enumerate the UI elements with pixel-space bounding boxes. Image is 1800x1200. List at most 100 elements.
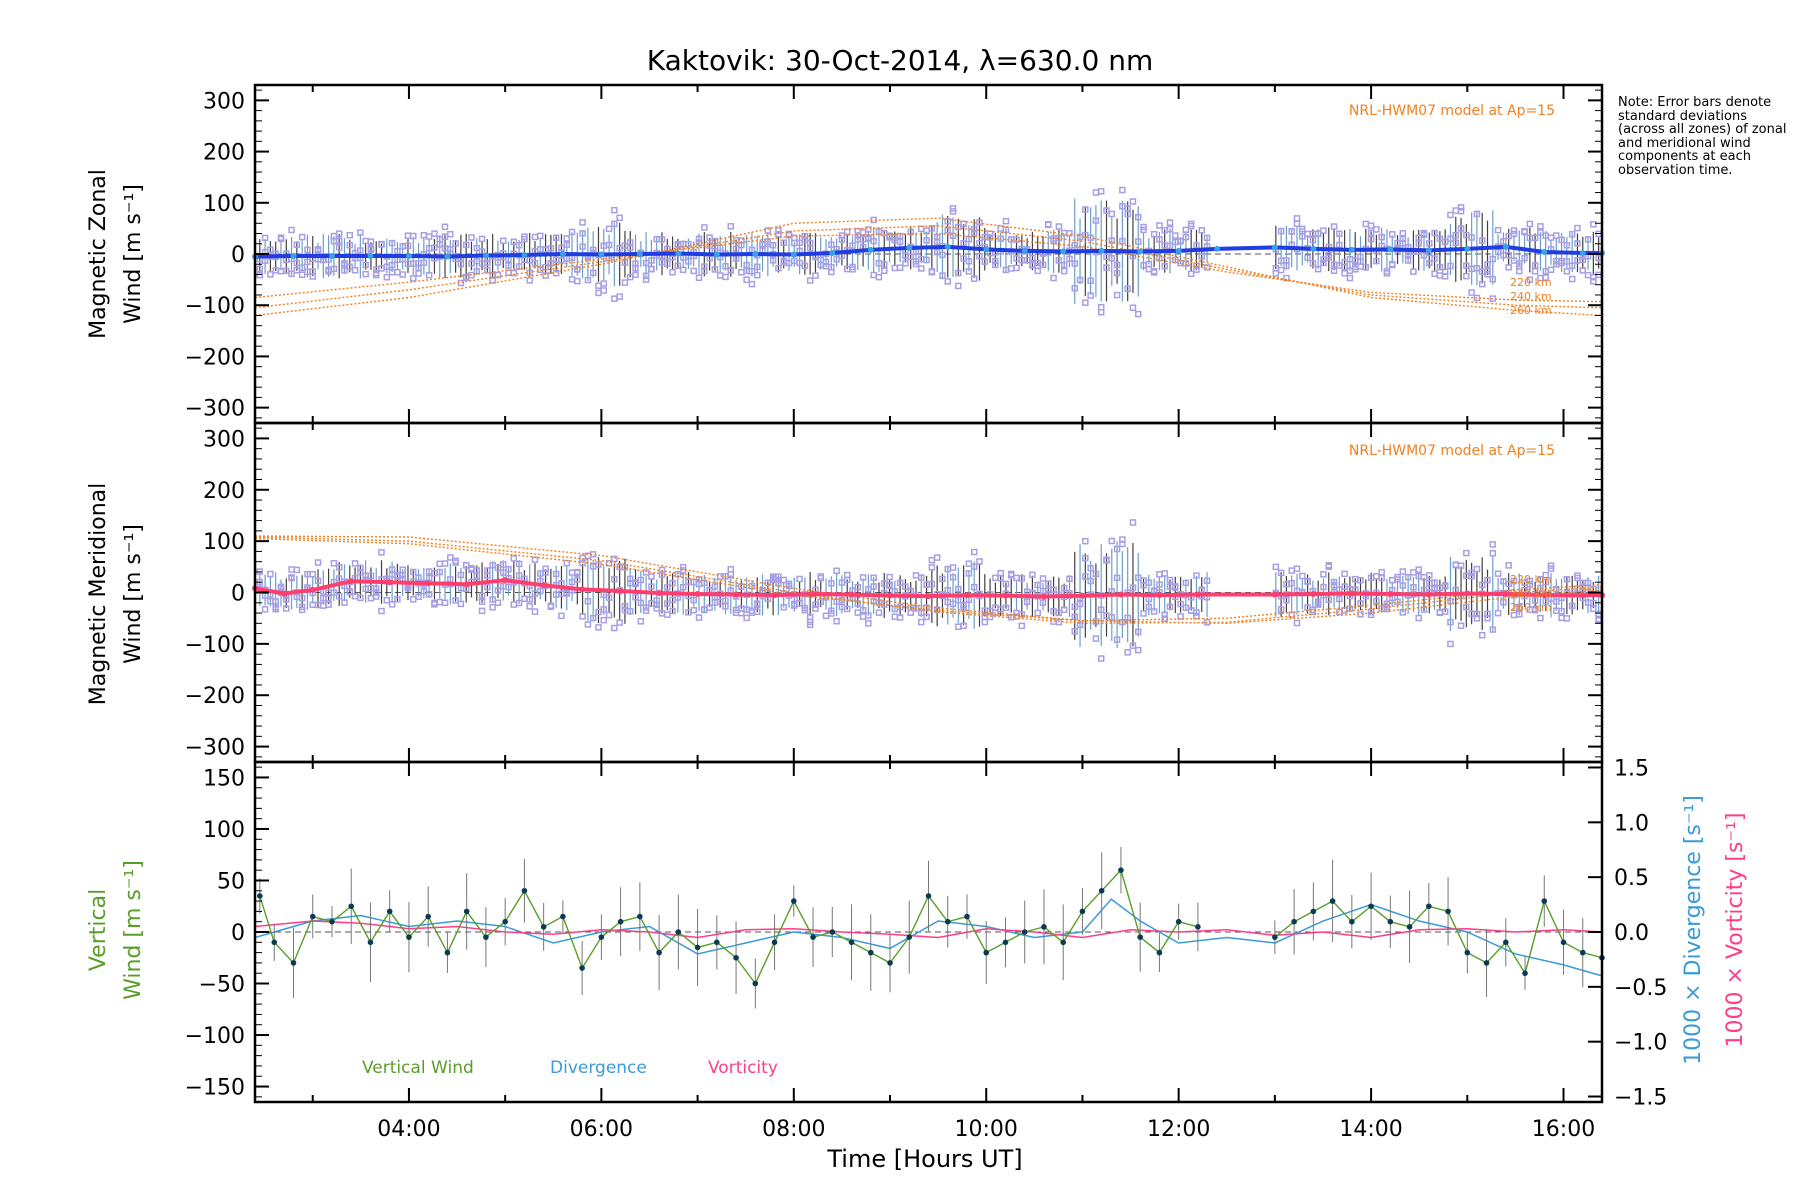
vertical-wind-point: [1310, 908, 1317, 915]
scatter-point: [1193, 609, 1200, 616]
wind-point: [1310, 245, 1317, 252]
y-tick-label: −100: [185, 294, 245, 319]
scatter-point: [256, 265, 264, 273]
scatter-point: [870, 574, 877, 581]
scatter-point: [1346, 274, 1354, 282]
scatter-point: [764, 227, 772, 234]
scatter-point: [357, 247, 364, 254]
scatter-point: [1373, 257, 1380, 265]
scatter-point: [949, 205, 957, 212]
vertical-wind-point: [829, 929, 836, 935]
scatter-point: [1399, 582, 1407, 589]
scatter-point: [669, 607, 676, 615]
vertical-wind-point: [1464, 949, 1471, 956]
scatter-point: [1082, 537, 1089, 545]
scatter-point: [367, 572, 375, 580]
merid-alt-label-220: 220 km: [1510, 573, 1552, 586]
scatter-point: [293, 259, 301, 267]
vertical-wind-point: [406, 934, 412, 940]
scatter-point: [547, 603, 555, 610]
zonal-alt-label-220: 220 km: [1510, 276, 1552, 289]
wind-point: [1348, 246, 1355, 253]
scatter-point: [1161, 570, 1168, 577]
scatter-point: [780, 239, 787, 246]
wind-point: [328, 253, 335, 260]
scatter-point: [1505, 562, 1512, 569]
scatter-point: [494, 587, 502, 594]
scatter-point: [574, 569, 581, 576]
scatter-point: [579, 230, 586, 237]
vertical-wind-point: [386, 908, 393, 915]
vertical-wind-point: [617, 918, 624, 925]
scatter-point: [1404, 573, 1412, 581]
vertical-wind-point: [964, 913, 970, 920]
vertical-wind-point: [925, 893, 932, 899]
scatter-point: [775, 230, 782, 238]
scatter-point: [314, 559, 322, 566]
scatter-point: [1330, 223, 1338, 230]
scatter-point: [521, 233, 528, 240]
scatter-point: [293, 241, 301, 249]
wind-point: [309, 586, 316, 593]
scatter-point: [854, 600, 862, 607]
scatter-point: [1113, 291, 1121, 299]
vertical-wind-point: [887, 960, 893, 966]
y-tick-label: 200: [203, 141, 245, 166]
scatter-point: [298, 264, 306, 271]
scatter-point: [473, 244, 481, 252]
wind-point: [1310, 591, 1317, 598]
vertical-wind-point: [598, 934, 605, 940]
scatter-point: [478, 607, 486, 615]
scatter-point: [690, 267, 697, 275]
scatter-point: [743, 261, 750, 269]
scatter-point: [515, 560, 523, 568]
scatter-point: [1505, 264, 1512, 271]
scatter-point: [1113, 636, 1121, 643]
scatter-point: [1320, 227, 1327, 234]
scatter-point: [372, 585, 380, 592]
scatter-point: [1325, 596, 1333, 603]
scatter-point: [563, 241, 570, 248]
model-curve-220km: [254, 232, 1603, 303]
scatter-point: [1500, 238, 1507, 245]
scatter-point: [727, 223, 735, 230]
scatter-point: [378, 607, 385, 615]
scatter-point: [1129, 198, 1137, 205]
wind-point: [367, 253, 374, 260]
y-tick-label: 100: [203, 818, 245, 843]
scatter-point: [1018, 575, 1026, 582]
scatter-point: [558, 612, 565, 620]
scatter-point: [706, 234, 713, 241]
scatter-point: [928, 580, 936, 588]
scatter-point: [743, 276, 750, 283]
scatter-point: [1494, 570, 1502, 577]
scatter-point: [616, 293, 623, 300]
scatter-point: [828, 610, 835, 617]
scatter-point: [875, 273, 883, 281]
wind-point: [810, 591, 817, 598]
scatter-point: [1484, 271, 1491, 278]
scatter-point: [1399, 229, 1407, 237]
scatter-point: [595, 561, 602, 568]
scatter-point: [589, 269, 597, 277]
scatter-point: [288, 270, 295, 278]
scatter-point: [584, 597, 592, 605]
scatter-point: [404, 242, 412, 250]
scatter-point: [695, 614, 703, 621]
scatter-point: [843, 576, 851, 584]
scatter-point: [378, 240, 385, 248]
scatter-point: [828, 268, 835, 276]
wind-point: [425, 580, 432, 587]
scatter-point: [875, 609, 883, 616]
scatter-point: [1108, 210, 1116, 218]
scatter-point: [531, 260, 539, 267]
scatter-point: [621, 602, 629, 610]
scatter-point: [1304, 578, 1311, 585]
scatter-point: [1478, 237, 1486, 244]
vertical-wind-point: [1426, 903, 1432, 910]
scatter-point: [510, 238, 518, 246]
scatter-point: [1373, 226, 1380, 233]
scatter-point: [690, 606, 697, 614]
scatter-point: [457, 600, 465, 608]
scatter-point: [1542, 578, 1549, 586]
